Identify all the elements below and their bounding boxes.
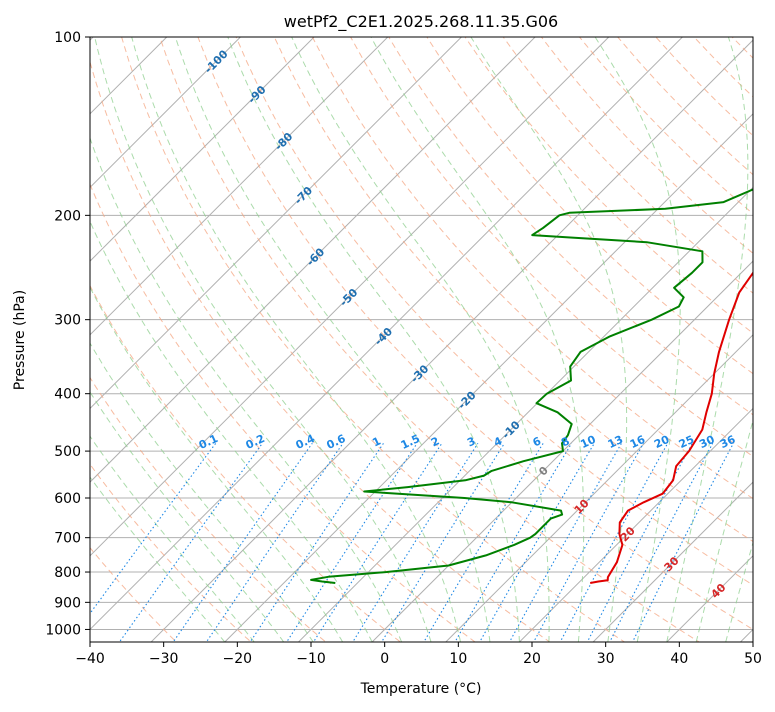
x-tick-label: 10 (449, 651, 467, 667)
x-tick-label: −10 (296, 651, 326, 667)
y-tick-label: 300 (54, 313, 81, 329)
y-tick-label: 600 (54, 491, 81, 507)
y-tick-label: 1000 (45, 622, 81, 638)
y-tick-label: 900 (54, 595, 81, 611)
y-tick-label: 700 (54, 531, 81, 547)
x-tick-label: 40 (670, 651, 688, 667)
y-tick-label: 800 (54, 565, 81, 581)
y-tick-label: 400 (54, 387, 81, 403)
x-tick-label: 50 (744, 651, 762, 667)
y-tick-label: 500 (54, 444, 81, 460)
x-tick-label: −20 (223, 651, 253, 667)
x-tick-label: −40 (75, 651, 105, 667)
x-tick-label: 0 (380, 651, 389, 667)
x-tick-label: 30 (597, 651, 615, 667)
y-axis-label: Pressure (hPa) (12, 290, 28, 390)
x-axis-label: Temperature (°C) (360, 681, 482, 697)
x-tick-label: 20 (523, 651, 541, 667)
y-tick-label: 100 (54, 30, 81, 46)
x-tick-label: −30 (149, 651, 179, 667)
y-tick-label: 200 (54, 208, 81, 224)
chart-title: wetPf2_C2E1.2025.268.11.35.G06 (284, 12, 558, 32)
